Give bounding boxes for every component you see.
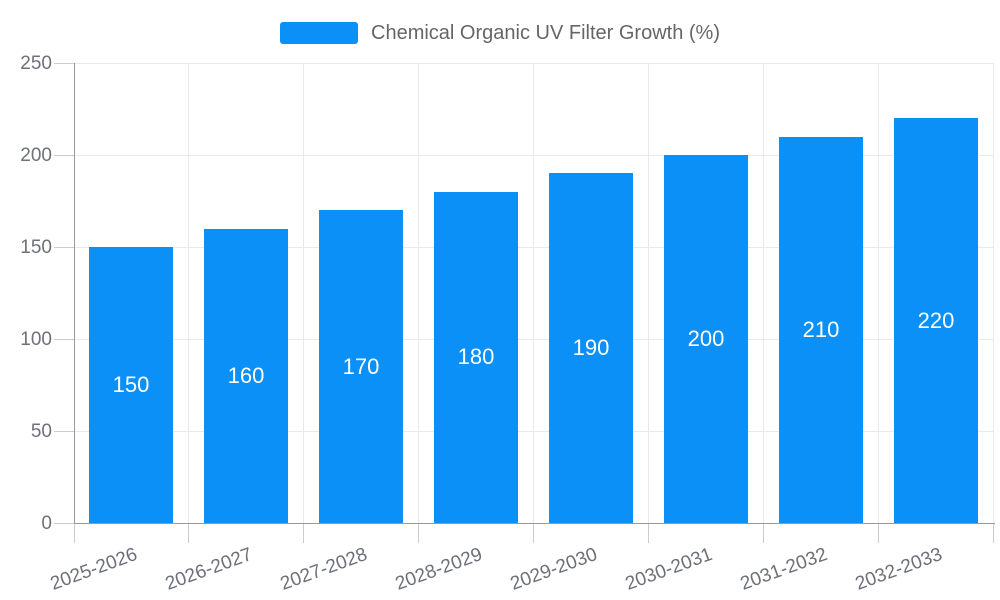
gridline-v xyxy=(188,63,190,523)
x-axis-tick xyxy=(992,523,994,543)
gridline-v xyxy=(762,63,764,523)
x-axis-tick xyxy=(73,523,75,543)
x-axis-tick xyxy=(418,523,420,543)
gridline-v xyxy=(303,63,305,523)
y-axis-tick xyxy=(54,522,74,524)
bar[interactable] xyxy=(779,136,863,523)
y-tick-label: 250 xyxy=(20,52,52,74)
x-axis-line xyxy=(74,522,995,524)
y-tick-label: 50 xyxy=(30,420,52,442)
legend-swatch xyxy=(280,22,359,44)
bar[interactable] xyxy=(664,155,748,523)
gridline-v xyxy=(647,63,649,523)
bar[interactable] xyxy=(204,228,288,523)
y-axis-tick xyxy=(54,246,74,248)
bar[interactable] xyxy=(89,247,173,523)
legend-label: Chemical Organic UV Filter Growth (%) xyxy=(371,22,720,44)
x-axis-tick xyxy=(533,523,534,543)
bar[interactable] xyxy=(894,118,978,523)
y-tick-label: 100 xyxy=(20,328,52,350)
bar[interactable] xyxy=(319,210,403,523)
gridline-v xyxy=(992,63,994,523)
bar[interactable] xyxy=(549,173,633,523)
y-axis-tick xyxy=(54,430,74,432)
y-axis-line xyxy=(73,63,75,524)
y-axis-tick xyxy=(54,62,74,64)
gridline-v xyxy=(877,63,879,523)
x-axis-tick xyxy=(188,523,190,543)
y-tick-label: 0 xyxy=(41,512,52,534)
y-tick-label: 150 xyxy=(20,236,52,258)
x-axis-tick xyxy=(762,523,764,543)
x-axis-tick xyxy=(303,523,305,543)
y-tick-label: 200 xyxy=(20,144,52,166)
x-axis-tick xyxy=(877,523,879,543)
gridline-v xyxy=(418,63,420,523)
x-axis-tick xyxy=(647,523,649,543)
legend-item[interactable]: Chemical Organic UV Filter Growth (%) xyxy=(0,20,1000,46)
y-axis-tick xyxy=(54,154,74,156)
bar[interactable] xyxy=(434,191,518,523)
gridline-v xyxy=(533,63,534,523)
y-axis-tick xyxy=(54,338,74,340)
